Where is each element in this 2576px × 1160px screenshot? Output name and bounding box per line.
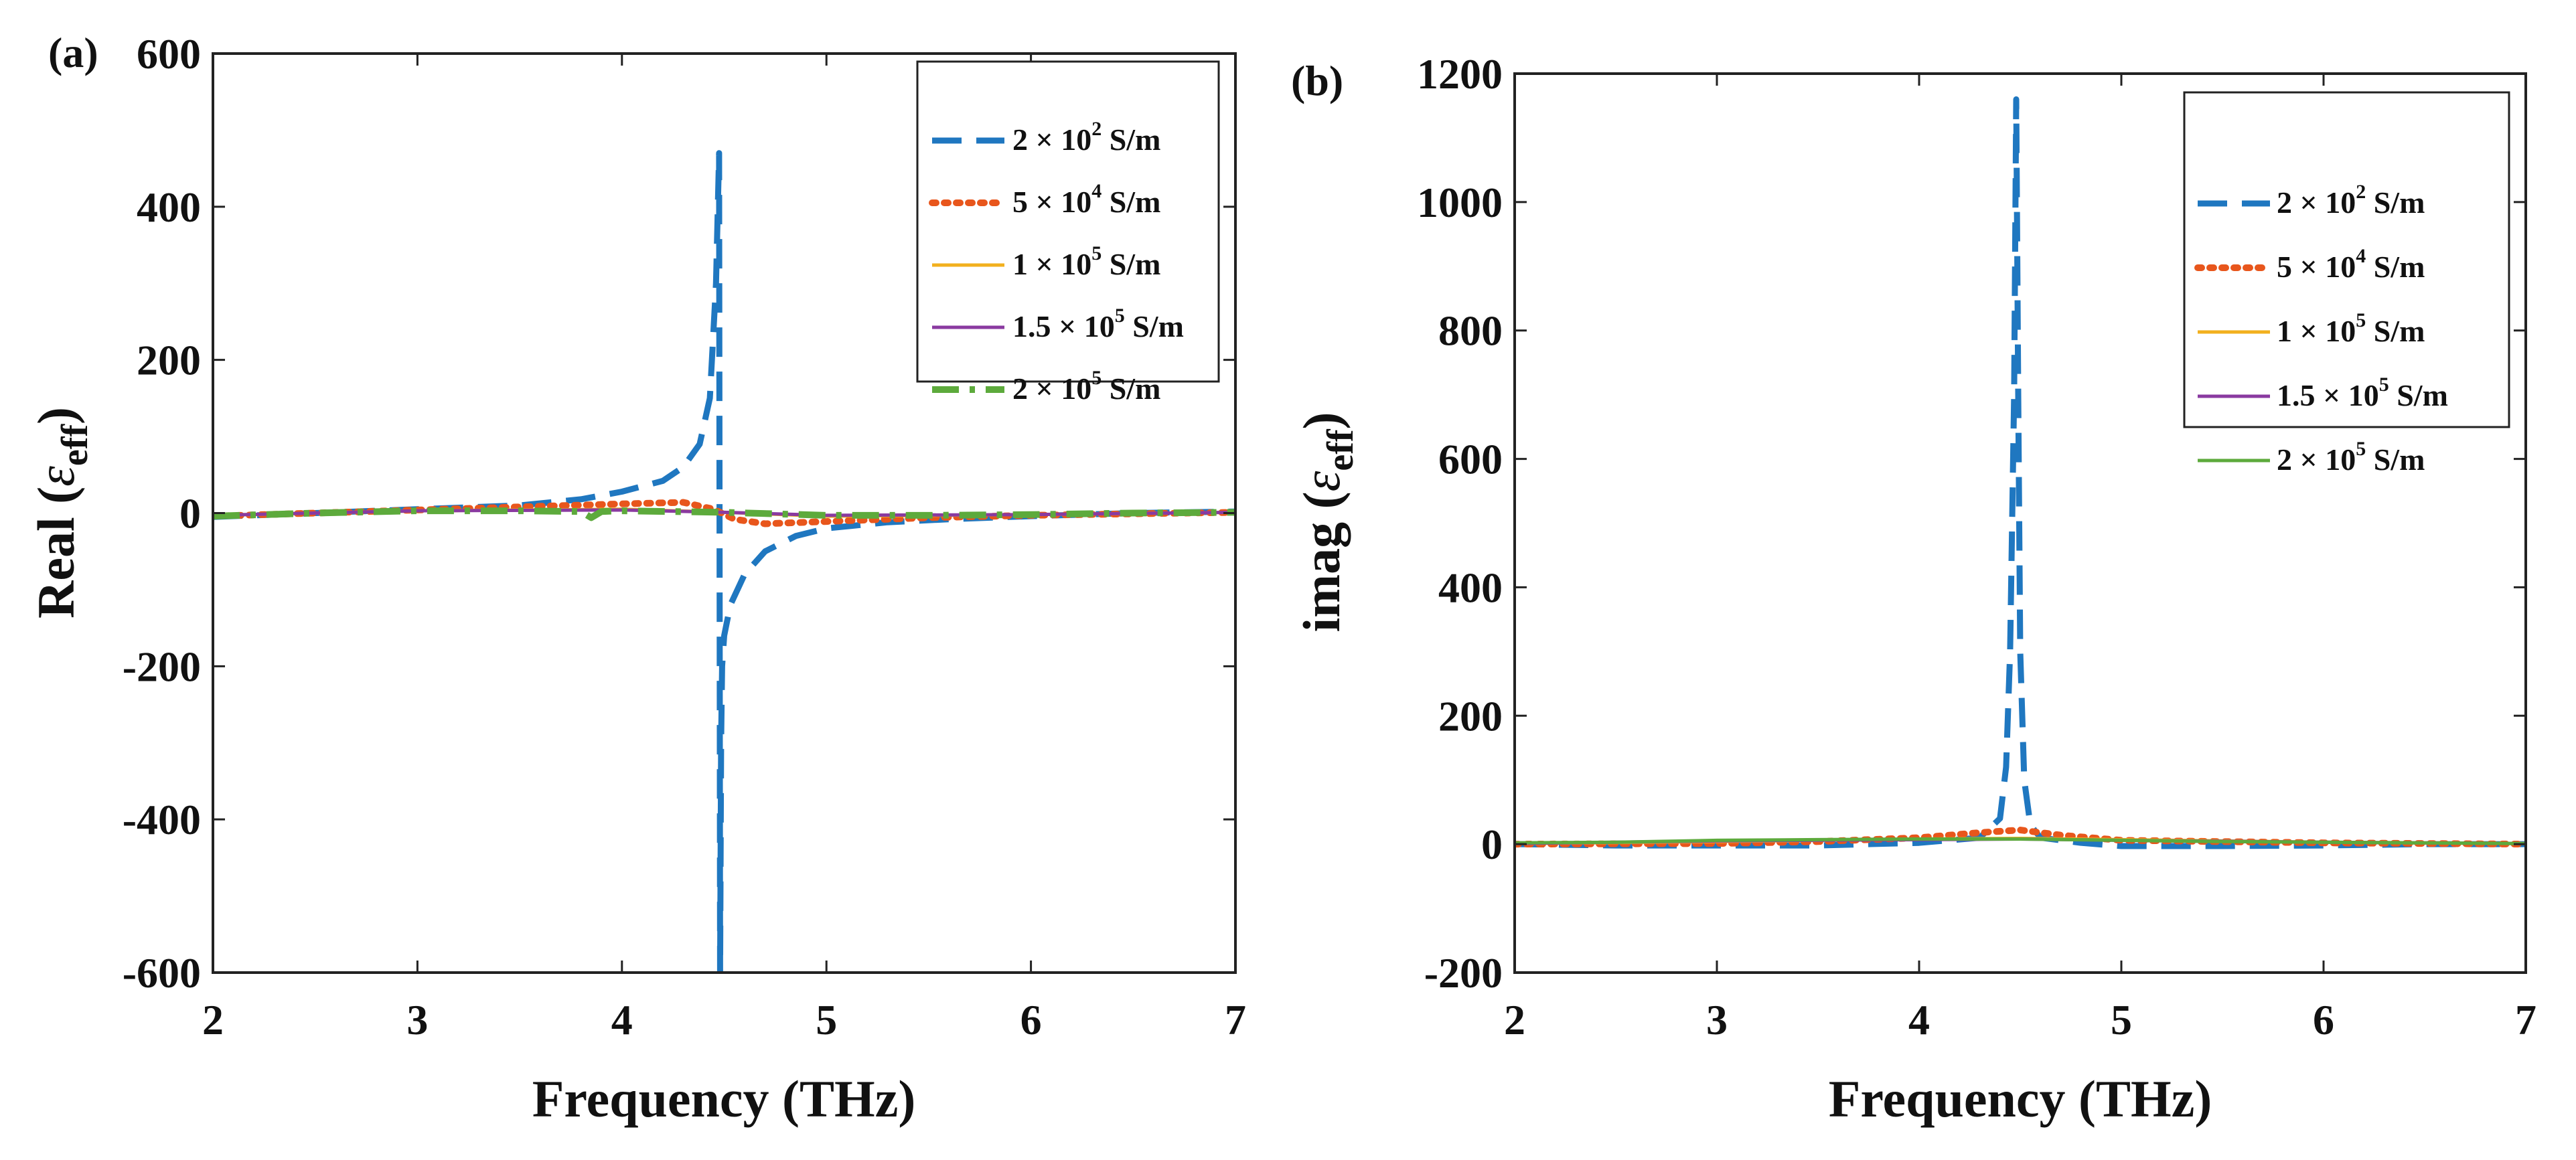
panel-b-legend-box bbox=[2183, 91, 2510, 428]
panel-a-letter: (a) bbox=[48, 29, 98, 76]
legend-label-base: 2 × 10 bbox=[2277, 185, 2356, 220]
panel-b-legend-entries: 2 × 102 S/m5 × 104 S/m1 × 105 S/m1.5 × 1… bbox=[2194, 181, 2448, 477]
panel-b-chart: (b) 2 3 4 5 6 7 -200 0 200 400 600 800 1000 1200 Freq… bbox=[1291, 50, 2536, 1128]
legend-label-base: 2 × 10 bbox=[1012, 371, 1091, 406]
panel-b-x-tick-label: 7 bbox=[2515, 996, 2536, 1044]
panel-b-ticks: 2 3 4 5 6 7 -200 0 200 400 600 800 1000 1200 bbox=[1417, 50, 2536, 1044]
legend-label-exponent: 2 bbox=[1091, 118, 1102, 140]
panel-b-ylabel-sub: eff bbox=[1320, 428, 1361, 471]
panel-b-series-layer bbox=[1515, 96, 2526, 849]
panel-a-y-axis-title: Real (εeff) bbox=[27, 407, 96, 618]
legend-label-base: 1.5 × 10 bbox=[1012, 309, 1115, 343]
legend-label-exponent: 5 bbox=[1091, 242, 1102, 264]
panel-b-x-tick-label: 5 bbox=[2111, 996, 2132, 1044]
panel-b-y-tick-label: 1200 bbox=[1417, 50, 1503, 98]
panel-a-chart: (a) 2 3 4 5 6 7 -600 -400 -200 0 200 400 600 Frequen… bbox=[27, 29, 1246, 1128]
legend-label-base: 1 × 10 bbox=[1012, 247, 1091, 281]
legend-label-exponent: 5 bbox=[2356, 438, 2366, 460]
panel-a-x-tick-label: 2 bbox=[202, 996, 224, 1044]
panel-a-ylabel-symbol: ε bbox=[27, 466, 85, 487]
panel-b-ylabel-main: imag ( bbox=[1292, 491, 1351, 632]
legend-label-unit: S/m bbox=[1102, 122, 1160, 157]
panel-a-ylabel-sub: eff bbox=[54, 424, 96, 467]
legend-label-base: 2 × 10 bbox=[1012, 122, 1091, 157]
legend-label-unit: S/m bbox=[1102, 371, 1160, 406]
panel-b-letter: (b) bbox=[1291, 57, 1343, 104]
panel-a-x-tick-label: 3 bbox=[406, 996, 428, 1044]
legend-label-base: 5 × 10 bbox=[1012, 185, 1091, 219]
legend-label-exponent: 4 bbox=[1091, 180, 1102, 202]
legend-label-unit: S/m bbox=[2366, 250, 2425, 284]
legend-label-base: 5 × 10 bbox=[2277, 250, 2356, 284]
panel-a-y-tick-label: -600 bbox=[123, 949, 201, 997]
panel-b-y-tick-label: 200 bbox=[1438, 692, 1503, 740]
legend-label-unit: S/m bbox=[1102, 247, 1160, 281]
panel-a-x-tick-label: 4 bbox=[611, 996, 633, 1044]
legend-label-exponent: 2 bbox=[2356, 181, 2366, 203]
panel-b-legend-label: 1.5 × 105 S/m bbox=[2277, 374, 2448, 412]
legend-label-unit: S/m bbox=[2366, 442, 2425, 477]
panel-b-x-tick-label: 2 bbox=[1504, 996, 1525, 1044]
panel-a-series-line-4 bbox=[213, 507, 1235, 521]
panel-b-y-axis-title: imag (εeff) bbox=[1292, 412, 1361, 632]
panel-b-y-tick-label: 600 bbox=[1438, 436, 1503, 483]
panel-a-ylabel-close: ) bbox=[27, 407, 85, 424]
panel-a-legend-label: 2 × 102 S/m bbox=[1012, 118, 1160, 157]
panel-b-legend-label: 2 × 102 S/m bbox=[2277, 181, 2425, 220]
panel-b-legend-label: 5 × 104 S/m bbox=[2277, 245, 2425, 284]
panel-a-y-tick-label: -400 bbox=[123, 796, 201, 843]
legend-label-exponent: 5 bbox=[1091, 367, 1102, 389]
panel-a-ticks: 2 3 4 5 6 7 -600 -400 -200 0 200 400 600 bbox=[123, 30, 1246, 1044]
panel-a-x-tick-label: 7 bbox=[1225, 996, 1246, 1044]
panel-b-x-tick-label: 6 bbox=[2313, 996, 2334, 1044]
legend-label-exponent: 4 bbox=[2356, 245, 2366, 267]
panel-a-y-tick-label: 0 bbox=[179, 490, 201, 537]
legend-label-exponent: 5 bbox=[1115, 305, 1125, 327]
legend-label-base: 1 × 10 bbox=[2277, 314, 2356, 348]
legend-label-unit: S/m bbox=[1102, 185, 1160, 219]
panel-a-y-tick-label: -200 bbox=[123, 643, 201, 690]
panel-b-x-tick-label: 3 bbox=[1706, 996, 1728, 1044]
panel-b-series-line-4 bbox=[1515, 837, 2526, 845]
panel-a-legend-label: 5 × 104 S/m bbox=[1012, 180, 1160, 219]
legend-label-unit: S/m bbox=[2389, 378, 2448, 412]
panel-b-legend-label: 2 × 105 S/m bbox=[2277, 438, 2425, 477]
panel-a-series-layer bbox=[213, 150, 1235, 973]
panel-b-legend: 2 × 102 S/m5 × 104 S/m1 × 105 S/m1.5 × 1… bbox=[2183, 91, 2510, 477]
panel-a-y-tick-label: 600 bbox=[137, 30, 201, 78]
panel-a-y-tick-label: 200 bbox=[137, 337, 201, 384]
panel-b-series-line-0 bbox=[1515, 96, 2526, 849]
panel-b-legend-label: 1 × 105 S/m bbox=[2277, 309, 2425, 348]
panel-a-legend-entries: 2 × 102 S/m5 × 104 S/m1 × 105 S/m1.5 × 1… bbox=[929, 118, 1184, 406]
panel-b-y-tick-label: 0 bbox=[1481, 821, 1503, 868]
panel-a-x-tick-label: 6 bbox=[1020, 996, 1042, 1044]
legend-label-exponent: 5 bbox=[2379, 374, 2389, 396]
legend-label-unit: S/m bbox=[2366, 185, 2425, 220]
panel-b-x-axis-title: Frequency (THz) bbox=[1829, 1070, 2212, 1128]
panel-a-y-tick-label: 400 bbox=[137, 183, 201, 231]
panel-a-series-line-0 bbox=[213, 150, 1235, 973]
panel-a-x-axis-title: Frequency (THz) bbox=[532, 1070, 916, 1128]
panel-a-legend-label: 2 × 105 S/m bbox=[1012, 367, 1160, 406]
panel-a-legend: 2 × 102 S/m5 × 104 S/m1 × 105 S/m1.5 × 1… bbox=[916, 60, 1220, 406]
legend-label-exponent: 5 bbox=[2356, 309, 2366, 331]
panel-b-y-tick-label: 800 bbox=[1438, 307, 1503, 355]
panel-a-x-tick-label: 5 bbox=[816, 996, 837, 1044]
legend-label-base: 1.5 × 10 bbox=[2277, 378, 2379, 412]
legend-label-base: 2 × 10 bbox=[2277, 442, 2356, 477]
legend-label-unit: S/m bbox=[2366, 314, 2425, 348]
panel-a-legend-label: 1.5 × 105 S/m bbox=[1012, 305, 1184, 343]
panel-b-ylabel-symbol: ε bbox=[1292, 471, 1351, 491]
panel-b-ylabel-close: ) bbox=[1292, 412, 1351, 429]
legend-label-unit: S/m bbox=[1125, 309, 1184, 343]
panel-b-y-tick-label: 1000 bbox=[1417, 179, 1503, 226]
panel-b-y-tick-label: -200 bbox=[1424, 949, 1503, 997]
panel-b-y-tick-label: 400 bbox=[1438, 564, 1503, 611]
panel-b-x-tick-label: 4 bbox=[1908, 996, 1930, 1044]
panel-b-axes-box bbox=[1513, 72, 2527, 974]
panel-a-ylabel-main: Real ( bbox=[27, 487, 85, 618]
panel-a-legend-label: 1 × 105 S/m bbox=[1012, 242, 1160, 281]
